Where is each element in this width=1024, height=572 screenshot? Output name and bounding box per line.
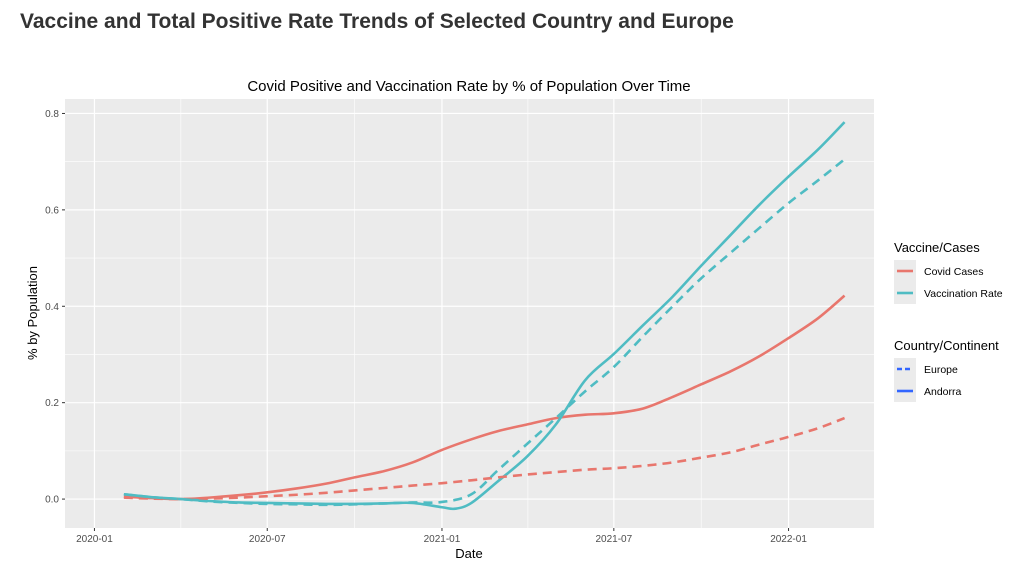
plot-panel <box>65 99 874 528</box>
legend-item-label: Covid Cases <box>924 266 984 278</box>
x-axis-title: Date <box>455 546 482 561</box>
legend-item-label: Europe <box>924 364 958 376</box>
legend-item-label: Vaccination Rate <box>924 288 1003 300</box>
y-tick-label: 0.4 <box>45 302 59 313</box>
x-tick-label: 2020-01 <box>76 534 113 545</box>
series-line-andorra-covid-cases <box>123 294 846 501</box>
legend-title: Country/Continent <box>894 338 999 353</box>
y-tick-label: 0.0 <box>45 495 59 506</box>
axes: 0.0 0.2 0.4 0.6 0.8 2020-01 2020-07 2021-01 2021… <box>45 109 807 545</box>
page-title: Vaccine and Total Positive Rate Trends o… <box>20 10 734 33</box>
x-tick-label: 2022-01 <box>770 534 807 545</box>
x-tick-label: 2021-07 <box>595 534 632 545</box>
series-lines <box>123 121 846 511</box>
legend-title: Vaccine/Cases <box>894 240 980 255</box>
legend-item-label: Andorra <box>924 386 962 398</box>
y-tick-label: 0.2 <box>45 398 59 409</box>
legend: Vaccine/Cases Covid Cases Vaccination Rate… <box>894 240 1003 402</box>
series-line-europe-vaccination-rate <box>123 158 846 507</box>
x-tick-label: 2021-01 <box>424 534 461 545</box>
series-line-europe-covid-cases <box>123 416 846 501</box>
y-tick-label: 0.6 <box>45 205 59 216</box>
x-tick-label: 2020-07 <box>249 534 286 545</box>
grid-lines <box>65 99 874 528</box>
y-axis-title: % by Population <box>25 266 40 360</box>
y-tick-label: 0.8 <box>45 109 59 120</box>
plot-title: Covid Positive and Vaccination Rate by %… <box>247 78 690 95</box>
